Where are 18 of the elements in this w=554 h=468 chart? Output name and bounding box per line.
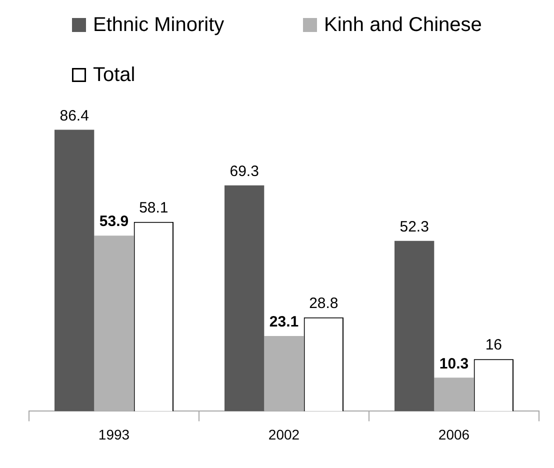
bar — [394, 240, 434, 412]
x-tick-label: 2002 — [268, 426, 300, 442]
x-tick-label: 2006 — [438, 426, 470, 442]
data-label: 10.3 — [439, 355, 469, 372]
data-label: 53.9 — [99, 213, 129, 230]
data-label: 16 — [485, 336, 502, 354]
x-tick-label: 1993 — [98, 426, 130, 442]
data-label: 58.1 — [139, 200, 168, 217]
legend-label: Kinh and Chinese — [324, 14, 482, 36]
bar — [224, 185, 264, 412]
data-label: 86.4 — [60, 107, 89, 124]
legend-label: Total — [93, 64, 136, 86]
data-label: 28.8 — [309, 295, 338, 312]
legend-label: Ethnic Minority — [93, 14, 224, 36]
data-label: 23.1 — [269, 314, 299, 331]
bar — [54, 130, 94, 412]
data-label: 69.3 — [230, 163, 259, 180]
data-label: 52.3 — [400, 218, 429, 236]
